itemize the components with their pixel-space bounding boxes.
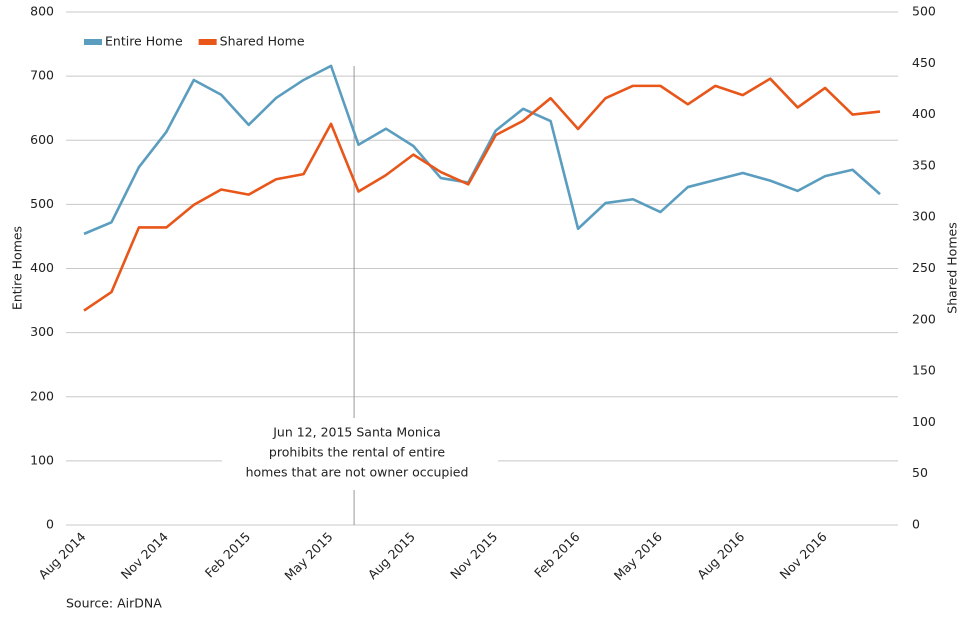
y-tick-label: 100 [30, 452, 54, 467]
x-tick-label: Aug 2016 [694, 529, 747, 582]
x-tick-label: Feb 2016 [531, 529, 583, 581]
x-tick-label: Aug 2014 [35, 529, 88, 582]
y2-tick-label: 450 [912, 55, 936, 70]
series-line [83, 64, 881, 236]
y-tick-label: 700 [30, 68, 54, 83]
y2-tick-label: 0 [912, 517, 920, 532]
legend-swatch [84, 39, 102, 45]
legend-swatch [198, 39, 217, 45]
y-tick-label: 600 [30, 132, 54, 147]
y-tick-label: 400 [30, 260, 54, 275]
annotation-text: homes that are not owner occupied [246, 465, 469, 480]
legend-label: Entire Home [105, 34, 183, 49]
y-tick-label: 0 [46, 517, 54, 532]
annotation-box [222, 418, 498, 490]
annotation-text: Jun 12, 2015 Santa Monica [272, 425, 441, 440]
y2-tick-label: 250 [912, 260, 936, 275]
annotation-text: prohibits the rental of entire [269, 445, 445, 460]
y2-tick-label: 300 [912, 209, 936, 224]
y-axis-label: Entire Homes [10, 226, 25, 310]
x-tick-label: Nov 2015 [447, 529, 500, 582]
y2-tick-label: 150 [912, 363, 936, 378]
y-tick-label: 800 [30, 4, 54, 19]
x-tick-label: Nov 2016 [777, 529, 830, 582]
y2-tick-label: 350 [912, 157, 936, 172]
x-tick-label: May 2016 [611, 529, 665, 583]
x-tick-label: May 2015 [281, 529, 335, 583]
source: Source: AirDNA [66, 596, 162, 611]
y2-tick-label: 400 [912, 106, 936, 121]
y2-tick-label: 50 [912, 465, 928, 480]
legend-label: Shared Home [220, 34, 305, 49]
series-line [83, 77, 881, 312]
y2-axis-label: Shared Homes [945, 222, 960, 313]
y-tick-label: 500 [30, 196, 54, 211]
y2-tick-label: 200 [912, 311, 936, 326]
y2-tick-label: 500 [912, 4, 936, 19]
y-tick-label: 200 [30, 388, 54, 403]
x-tick-label: Feb 2015 [202, 529, 254, 581]
y-tick-label: 300 [30, 324, 54, 339]
x-tick-label: Aug 2015 [365, 529, 418, 582]
y2-tick-label: 100 [912, 414, 936, 429]
x-tick-label: Nov 2014 [118, 529, 171, 582]
